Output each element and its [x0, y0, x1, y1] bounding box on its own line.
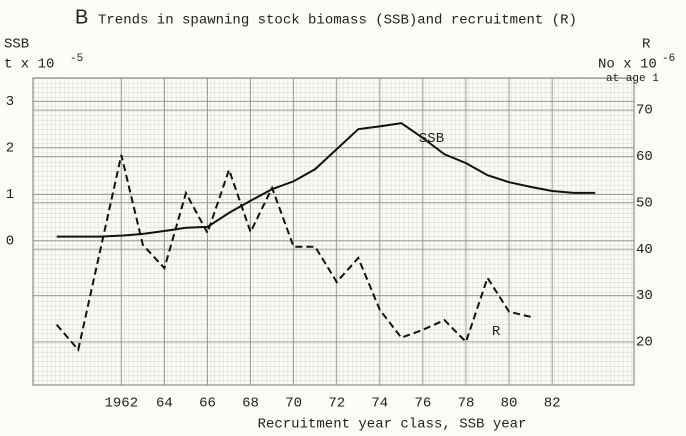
y2-tick-label: 50: [636, 195, 653, 211]
panel-letter: B: [75, 6, 88, 28]
y2-axis-unit: No x 10: [598, 57, 657, 73]
y-axis-exponent: -5: [70, 53, 83, 65]
y2-axis-name: R: [642, 37, 651, 53]
y2-tick-label: 70: [636, 103, 653, 119]
y2-axis-note: at age 1: [606, 73, 659, 85]
x-tick-label: 66: [199, 396, 216, 412]
y2-tick-label: 30: [636, 288, 653, 304]
y-axis-name: SSB: [4, 37, 29, 53]
annotation: SSB: [419, 131, 444, 147]
x-tick-label: 68: [242, 396, 259, 412]
y2-tick-label: 20: [636, 335, 653, 351]
x-tick-label: 76: [414, 396, 431, 412]
y2-axis-exponent: -6: [662, 53, 675, 65]
x-tick-label: 82: [544, 396, 561, 412]
y-tick-label: 2: [6, 140, 14, 156]
x-tick-label: 70: [285, 396, 302, 412]
chart-title: Trends in spawning stock biomass (SSB)an…: [98, 13, 577, 29]
x-tick-label: 1962: [105, 396, 139, 412]
y-tick-label: 3: [6, 94, 14, 110]
x-axis-label: Recruitment year class, SSB year: [258, 417, 527, 433]
x-tick-label: 78: [458, 396, 475, 412]
x-tick-label: 64: [156, 396, 173, 412]
y2-tick-label: 40: [636, 242, 653, 258]
series-line: [56, 122, 596, 238]
x-tick-label: 72: [328, 396, 345, 412]
series-line: [55, 154, 531, 352]
y-tick-label: 1: [6, 187, 14, 203]
y2-tick-label: 60: [636, 149, 653, 165]
y-tick-label: 0: [6, 234, 14, 250]
x-tick-label: 80: [501, 396, 518, 412]
y-axis-unit: t x 10: [4, 57, 54, 73]
annotation: R: [492, 324, 501, 340]
x-tick-label: 74: [371, 396, 388, 412]
plot-area: [32, 77, 635, 386]
